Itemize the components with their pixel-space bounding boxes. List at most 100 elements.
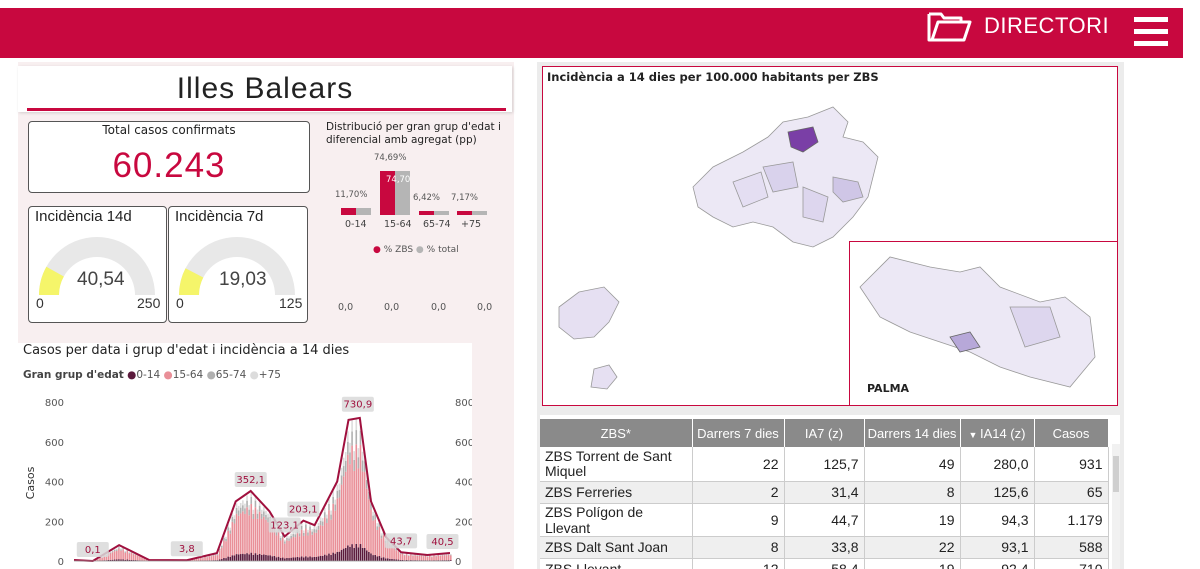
case-bar [372,511,374,516]
case-bar [116,550,118,560]
col-header[interactable]: Darrers 7 dies [692,419,785,447]
case-bar [130,559,133,561]
case-bar [300,556,303,561]
case-bar [233,523,236,556]
case-bar [359,544,362,561]
case-bar [137,555,139,561]
mallorca-map[interactable] [673,97,893,257]
case-bar [130,552,133,560]
case-bar [214,554,217,556]
case-bar [216,554,219,556]
case-bar [309,530,311,557]
case-bar [380,557,383,561]
col-header[interactable]: IA7 (z) [784,419,865,447]
case-bar [223,558,225,561]
y-tick-label: 800 [45,398,64,409]
case-bar [256,513,259,519]
case-bar [281,534,284,538]
y-axis-label: Casos [24,466,37,499]
case-bar [428,556,431,561]
col-header-sorted[interactable]: ▼ IA14 (z) [960,419,1035,447]
case-bar [368,499,370,552]
case-bar [309,523,311,527]
case-bar [342,466,345,477]
case-bar [242,511,244,554]
case-bar [317,525,320,530]
case-bar [265,519,267,555]
case-bar [319,525,322,556]
case-bar [412,555,414,556]
table-row[interactable]: ZBS Llevant 12 58,4 19 92,4 710 [540,558,1109,569]
case-bar [317,529,320,557]
case-bar [315,529,318,533]
table-row[interactable]: ZBS Torrent de Sant Miquel 22 125,7 49 2… [540,447,1109,482]
age-bar-zbs [341,208,356,215]
case-bar [441,560,444,561]
case-bar [355,444,358,544]
case-bar [229,527,232,531]
table-scroll-thumb[interactable] [1113,456,1119,492]
case-bar [103,555,106,561]
case-bar [218,550,221,560]
age-bar-label: 6,42% [413,193,441,204]
case-bar [374,519,376,555]
case-bar [357,547,360,561]
case-bar [450,554,452,555]
case-bar [450,560,452,561]
legend-item: 0-14 [136,369,161,381]
case-bar [120,559,122,561]
case-bar [349,464,351,547]
case-bar [420,555,423,556]
age-diff-label: 0,0 [431,302,447,313]
case-bar [120,549,122,551]
case-bar [305,524,307,529]
age-distribution-title: Distribució per gran grup d'edat i difer… [326,121,501,146]
case-bar [212,555,215,561]
case-bar [435,556,437,561]
case-bar [113,549,116,552]
annotation-box [426,533,459,549]
case-bar [382,535,385,558]
age-legend-zbs: % ZBS [383,245,414,255]
case-bar [328,499,330,505]
col-header[interactable]: ZBS* [540,419,693,447]
age-legend: ● % ZBS ● % total [373,245,459,255]
case-bar [351,420,353,432]
table-scrollbar[interactable] [1112,444,1120,569]
table-row[interactable]: ZBS Polígon de Llevant 9 44,7 19 94,3 1.… [540,503,1109,537]
case-bar [233,515,236,519]
hamburger-menu-icon[interactable] [1134,17,1168,47]
case-bar [231,513,234,517]
map-title: Incidència a 14 dies per 100.000 habitan… [547,70,879,84]
palma-map[interactable] [850,247,1119,397]
case-bar [395,548,397,551]
case-bar [380,533,383,536]
case-bar [441,555,444,561]
case-bar [107,553,110,560]
ibiza-map[interactable] [549,277,629,397]
case-bar [414,555,416,561]
col-header[interactable]: Darrers 14 dies [864,419,961,447]
case-bar [330,519,332,555]
case-bar [292,557,295,561]
case-bar [109,553,112,560]
case-bar [258,511,261,554]
directory-link[interactable]: DIRECTORI [926,8,1109,44]
annotation-label: 123,1 [270,521,299,532]
case-bar [403,554,406,556]
table-row[interactable]: ZBS Ferreries 2 31,4 8 125,6 65 [540,481,1109,504]
case-bar [124,552,127,560]
case-bar [279,540,282,558]
age-group-label: 15-64 [384,219,412,230]
case-bar [323,512,326,518]
table-row[interactable]: ZBS Dalt Sant Joan 8 33,8 22 93,1 588 [540,536,1109,559]
case-bar [105,555,108,561]
case-bar [252,509,255,514]
case-bar [374,514,376,520]
age-legend-total: % total [426,245,459,255]
case-bar [311,529,313,532]
incidence-14d-value: 40,54 [77,269,125,290]
case-bar [353,470,355,548]
case-bar [132,553,135,555]
col-header[interactable]: Casos [1034,419,1109,447]
